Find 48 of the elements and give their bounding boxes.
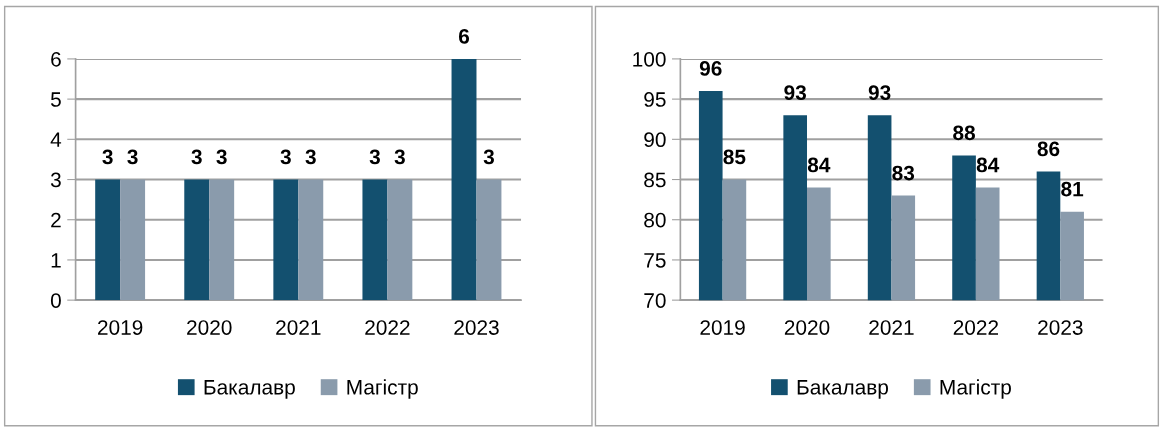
y-tick-label: 85: [644, 172, 666, 188]
legend-label: Магістр: [940, 379, 1011, 399]
x-tick-label: 2023: [1038, 320, 1083, 335]
y-tick-label: 6: [51, 51, 61, 67]
data-label: 84: [976, 157, 1000, 173]
data-label: 85: [723, 149, 746, 165]
data-label: 3: [102, 149, 113, 165]
x-tick-label: 2020: [784, 320, 830, 335]
data-label: 3: [127, 149, 138, 165]
x-tick-label: 2022: [365, 320, 410, 335]
data-label: 3: [305, 149, 316, 165]
data-label: 81: [1061, 181, 1084, 197]
y-tick-label: 0: [50, 293, 61, 308]
data-label: 93: [784, 85, 807, 100]
y-tick-label: 4: [50, 132, 62, 147]
x-tick-label: 2022: [953, 320, 998, 335]
y-tick-label: 70: [644, 293, 666, 308]
legend-label: Бакалавр: [797, 380, 889, 399]
y-tick-label: 80: [644, 212, 666, 228]
y-tick-label: 5: [50, 92, 61, 107]
data-label: 86: [1037, 141, 1060, 157]
x-tick-label: 2019: [700, 320, 745, 335]
x-tick-label: 2021: [276, 320, 321, 335]
data-label: 84: [807, 157, 831, 173]
data-label: 3: [483, 149, 494, 165]
y-tick-label: 2: [51, 212, 61, 228]
data-label: 3: [216, 149, 227, 165]
y-tick-label: 75: [644, 253, 666, 268]
data-label: 6: [458, 28, 470, 44]
legend-label: Магістр: [347, 379, 418, 399]
data-label: 93: [868, 85, 891, 100]
y-tick-label: 100: [633, 51, 666, 67]
data-label: 3: [280, 149, 291, 165]
y-tick-label: 3: [50, 172, 61, 188]
data-label: 96: [699, 61, 722, 76]
data-label: 3: [191, 149, 202, 165]
x-tick-label: 2021: [869, 320, 914, 335]
y-tick-label: 95: [644, 92, 666, 107]
x-tick-label: 2023: [454, 320, 499, 335]
y-tick-label: 90: [644, 132, 666, 148]
data-label: 88: [953, 125, 975, 141]
legend-label: Бакалавр: [204, 380, 295, 399]
x-tick-label: 2019: [98, 320, 143, 335]
x-tick-label: 2020: [187, 320, 232, 335]
data-label: 3: [394, 149, 405, 165]
y-tick-label: 1: [51, 253, 61, 268]
data-label: 3: [369, 149, 380, 165]
data-label: 83: [892, 165, 915, 181]
